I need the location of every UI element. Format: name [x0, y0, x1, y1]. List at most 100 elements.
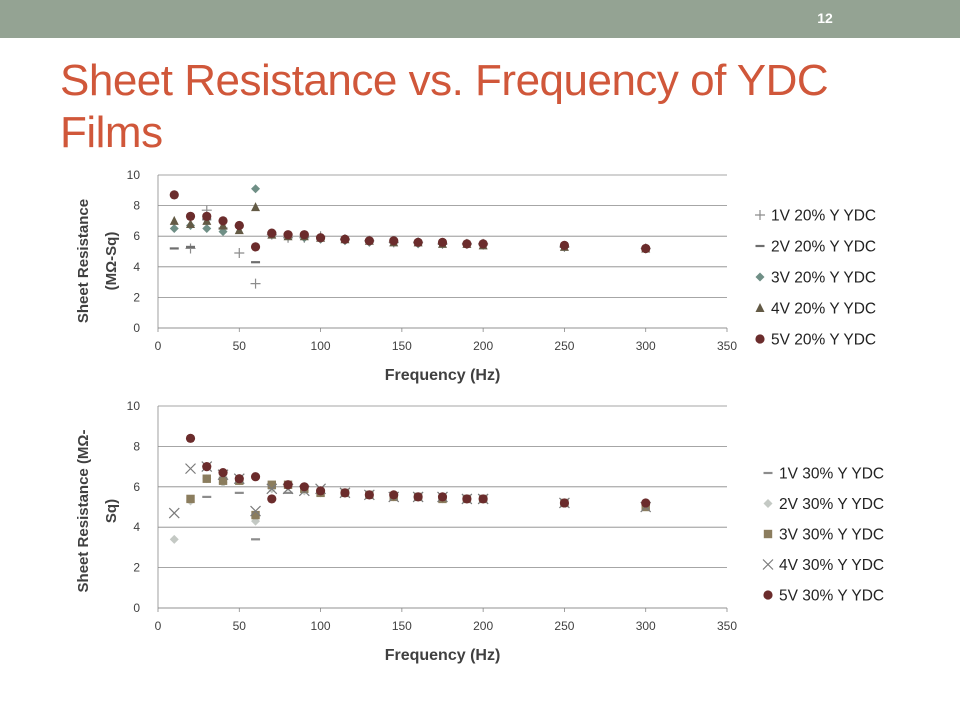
data-point — [559, 498, 570, 508]
legend-label: 5V 20% Y YDC — [771, 332, 876, 349]
data-point — [250, 278, 261, 289]
legend-marker — [755, 210, 765, 220]
data-point — [251, 202, 261, 212]
data-point — [283, 230, 293, 240]
data-point — [315, 486, 326, 496]
legend: 1V 20% Y YDC 2V 20% Y YDC 3V 20% Y YDC 4V 2… — [755, 208, 876, 349]
data-point — [234, 474, 244, 484]
y-tick-label: 0 — [133, 321, 140, 335]
data-point — [364, 490, 374, 500]
data-point — [185, 433, 196, 443]
legend-marker — [763, 590, 773, 600]
x-tick-label: 100 — [311, 339, 331, 353]
data-point — [251, 510, 260, 520]
y-tick-label: 0 — [133, 601, 140, 615]
data-point — [202, 224, 212, 234]
data-point — [267, 480, 276, 489]
data-point — [267, 494, 277, 504]
data-point — [250, 242, 261, 252]
x-tick-label: 250 — [554, 619, 574, 633]
series-1 — [202, 491, 293, 541]
y-tick-label: 6 — [133, 229, 140, 243]
series-5 — [185, 433, 651, 508]
legend-marker — [755, 303, 765, 312]
legend: 1V 30% Y YDC 2V 30% Y YDC 3V 30% Y YDC 4V 3… — [762, 466, 884, 605]
data-point — [168, 507, 180, 519]
data-point — [437, 492, 448, 502]
x-tick-label: 50 — [233, 339, 247, 353]
data-point — [299, 230, 309, 240]
x-tick-label: 300 — [636, 339, 656, 353]
data-point — [234, 220, 244, 231]
data-point — [186, 218, 196, 228]
y-tick-label: 2 — [133, 290, 140, 304]
legend-label: 4V 30% Y YDC — [779, 557, 884, 574]
x-tick-label: 150 — [392, 339, 412, 353]
data-point — [202, 462, 212, 472]
x-tick-label: 350 — [717, 339, 737, 353]
data-point — [266, 483, 278, 495]
slide-title: Sheet Resistance vs. Frequency of YDC Fi… — [60, 56, 829, 157]
data-point — [413, 237, 423, 247]
y-tick-label: 6 — [133, 480, 140, 494]
data-point — [462, 239, 472, 249]
series-5 — [169, 190, 651, 254]
data-point — [283, 480, 293, 490]
series-3 — [169, 184, 651, 253]
data-point — [559, 240, 570, 250]
data-point — [267, 228, 277, 238]
legend-marker — [763, 529, 773, 539]
slide-header-bar: 12 — [0, 0, 960, 38]
data-point — [389, 490, 399, 500]
data-point — [364, 236, 374, 246]
legend-label: 2V 30% Y YDC — [779, 496, 884, 513]
data-point — [169, 215, 179, 225]
data-point — [389, 236, 399, 246]
series-4 — [168, 461, 652, 519]
legend-marker — [762, 559, 774, 570]
data-point — [185, 211, 196, 221]
data-point — [340, 234, 350, 244]
y-tick-label: 2 — [133, 561, 140, 575]
legend-label: 1V 20% Y YDC — [771, 208, 876, 225]
data-point — [202, 474, 211, 483]
legend-marker — [763, 499, 773, 508]
data-point — [299, 482, 309, 492]
x-axis-title: Frequency (Hz) — [385, 647, 501, 664]
y-tick-label: 8 — [133, 439, 140, 453]
data-point — [185, 463, 196, 475]
data-point — [462, 494, 472, 504]
data-point — [641, 498, 651, 508]
y-tick-label: 10 — [127, 168, 141, 182]
data-point — [169, 224, 179, 234]
y-tick-label: 4 — [133, 520, 140, 534]
x-tick-label: 0 — [155, 339, 162, 353]
page-number: 12 — [817, 10, 833, 26]
x-tick-label: 100 — [311, 619, 331, 633]
data-point — [185, 243, 196, 254]
x-tick-label: 200 — [473, 619, 493, 633]
x-tick-label: 200 — [473, 339, 493, 353]
x-tick-label: 250 — [554, 339, 574, 353]
legend-label: 5V 30% Y YDC — [779, 588, 884, 605]
y-axis-title: (MΩ-Sq) — [103, 232, 120, 291]
data-point — [218, 476, 228, 485]
legend-label: 2V 20% Y YDC — [771, 239, 876, 256]
y-tick-label: 8 — [133, 199, 140, 213]
data-point — [218, 468, 228, 478]
x-tick-label: 50 — [233, 619, 247, 633]
legend-marker — [755, 272, 765, 282]
y-tick-label: 4 — [133, 260, 140, 274]
data-point — [478, 239, 488, 249]
x-tick-label: 300 — [636, 619, 656, 633]
x-axis-title: Frequency (Hz) — [385, 367, 501, 384]
x-tick-label: 150 — [392, 619, 412, 633]
data-point — [413, 492, 423, 502]
data-point — [186, 494, 195, 504]
x-tick-label: 350 — [717, 619, 737, 633]
data-point — [169, 190, 179, 200]
data-point — [202, 211, 212, 221]
